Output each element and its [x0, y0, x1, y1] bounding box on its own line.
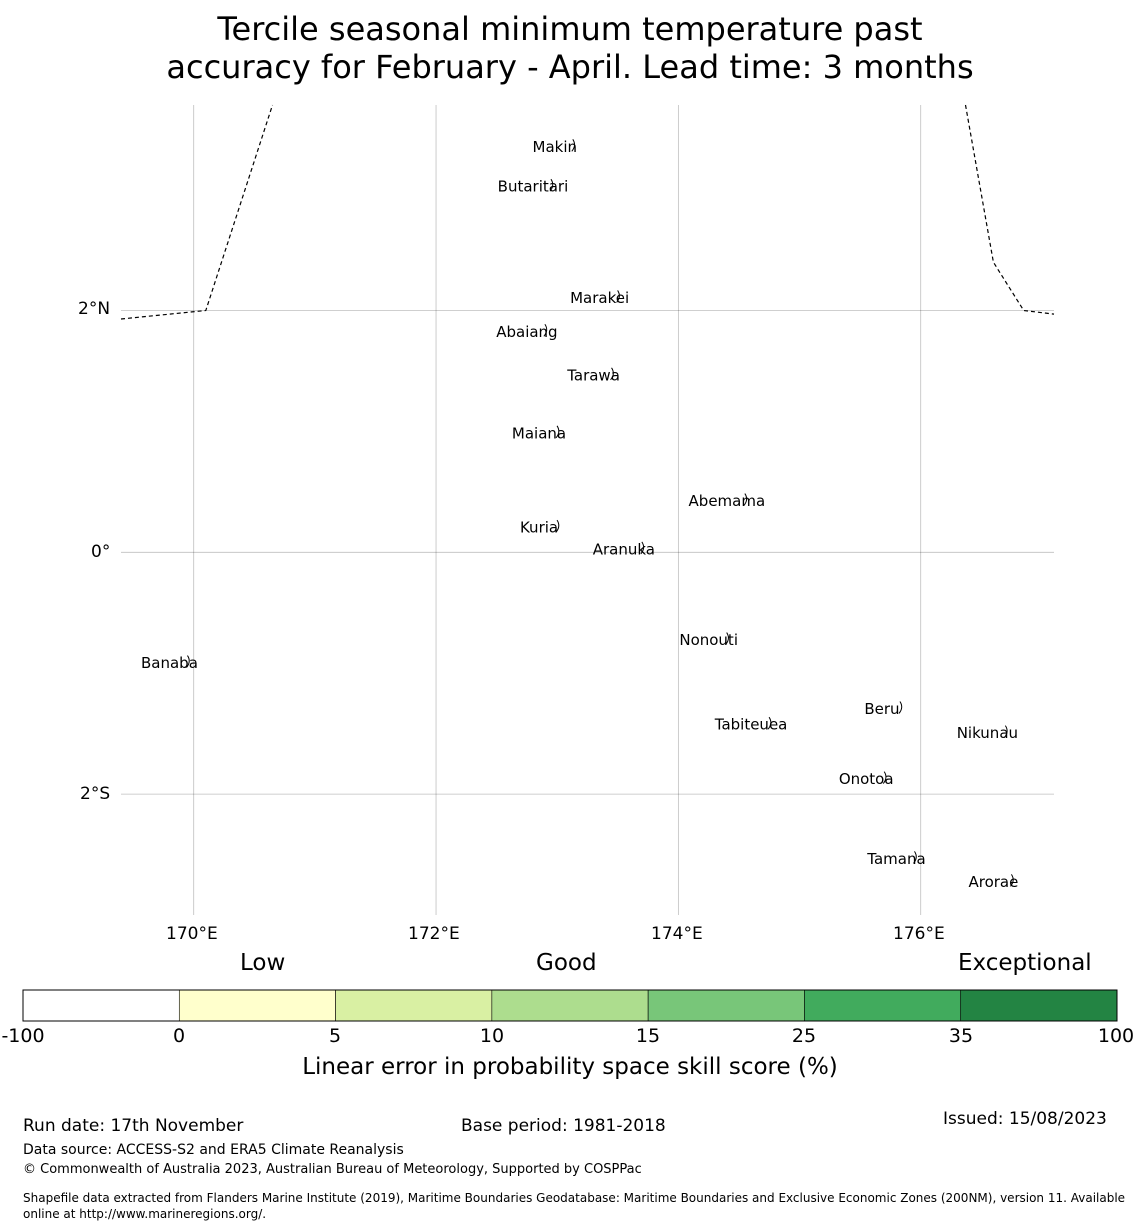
island-outline — [543, 324, 548, 337]
colorbar-segment — [647, 989, 805, 1022]
colorbar-segment — [335, 989, 493, 1022]
lon-label-172e: 172°E — [408, 924, 460, 944]
island-marakei: Marakei — [570, 289, 629, 307]
island-label: Maiana — [512, 424, 566, 442]
island-maiana: Maiana — [512, 424, 566, 442]
colorbar-segment — [22, 989, 180, 1022]
colorbar-word-exceptional: Exceptional — [958, 950, 1092, 976]
island-tarawa: Tarawa — [566, 366, 620, 384]
island-outline — [725, 632, 729, 645]
island-nikunau: Nikunau — [957, 724, 1018, 742]
eez-boundary-line — [964, 104, 1055, 315]
island-butaritari: Butaritari — [498, 178, 569, 196]
island-label: Tamana — [866, 850, 925, 868]
graticule — [121, 105, 1054, 915]
island-label: Banaba — [141, 654, 198, 672]
island-label: Nonouti — [679, 631, 738, 649]
island-kuria: Kuria — [520, 519, 560, 537]
island-outline — [1003, 725, 1008, 738]
base-period: Base period: 1981-2018 — [461, 1116, 666, 1136]
colorbar-tick: 5 — [328, 1025, 342, 1047]
island-outline — [913, 851, 917, 864]
colorbar-tick: 35 — [948, 1025, 974, 1047]
colorbar-tick: 0 — [172, 1025, 186, 1047]
colorbar — [22, 989, 1118, 1022]
islands: Makin Butaritari Marakei Abaiang Tarawa Maian… — [141, 138, 1018, 891]
island-label: Tarawa — [566, 366, 620, 384]
island-label: Butaritari — [498, 178, 569, 196]
data-source: Data source: ACCESS-S2 and ERA5 Climate … — [23, 1142, 404, 1158]
colorbar-segment — [491, 989, 649, 1022]
island-outline — [640, 541, 645, 555]
issued-date: Issued: 15/08/2023 — [943, 1109, 1107, 1129]
island-outline — [882, 771, 887, 784]
colorbar-tick: -100 — [1, 1025, 45, 1047]
island-beru: Beru — [864, 700, 903, 718]
island-outline — [555, 425, 560, 439]
lon-label-170e: 170°E — [166, 924, 218, 944]
colorbar-outline — [22, 989, 1118, 1022]
title-line-2: accuracy for February - April. Lead time… — [166, 48, 974, 86]
island-tamana: Tamana — [866, 850, 925, 868]
island-nonouti: Nonouti — [679, 631, 738, 649]
colorbar-label: Linear error in probability space skill … — [302, 1054, 838, 1080]
colorbar-tick: 15 — [635, 1025, 661, 1047]
island-tabiteuea: Tabiteuea — [714, 716, 788, 734]
colorbar-segment — [804, 989, 962, 1022]
island-label: Makin — [533, 138, 578, 156]
colorbar-segment — [178, 989, 336, 1022]
map-title: Tercile seasonal minimum temperature pas… — [0, 10, 1140, 86]
island-arorae: Arorae — [968, 873, 1018, 891]
island-outline — [186, 655, 190, 668]
colorbar-word-low: Low — [240, 950, 286, 976]
copyright-notice: © Commonwealth of Australia 2023, Austra… — [23, 1162, 642, 1177]
shapefile-credit-line-1: Shapefile data extracted from Flanders M… — [23, 1191, 1126, 1205]
eez-boundary-line — [120, 104, 274, 320]
island-label: Marakei — [570, 289, 629, 307]
colorbar-tick: 100 — [1097, 1025, 1135, 1047]
island-label: Abaiang — [496, 323, 557, 341]
island-aranuka: Aranuka — [593, 540, 655, 558]
island-abemama: Abemama — [689, 492, 766, 510]
island-outline — [1010, 874, 1014, 887]
island-label: Onotoa — [839, 770, 894, 788]
island-outline — [743, 493, 748, 506]
lon-label-174e: 174°E — [651, 924, 703, 944]
island-outline — [767, 716, 772, 730]
island-label: Kuria — [520, 519, 558, 537]
shapefile-credit-line-2: online at http://www.marineregions.org/. — [23, 1207, 267, 1221]
island-banaba: Banaba — [141, 654, 198, 672]
island-onotoa: Onotoa — [839, 770, 894, 788]
lat-label-2n: 2°N — [78, 299, 111, 319]
skill-map: Makin Butaritari Marakei Abaiang Tarawa Maian… — [120, 104, 1055, 915]
island-label: Abemama — [689, 492, 766, 510]
lat-label-2s: 2°S — [80, 784, 111, 804]
eez-boundaries — [120, 104, 1055, 320]
run-date: Run date: 17th November — [23, 1116, 244, 1136]
island-outline — [555, 519, 560, 533]
lat-label-0: 0° — [91, 542, 111, 562]
colorbar-tick: 25 — [791, 1025, 817, 1047]
colorbar-word-good: Good — [536, 950, 597, 976]
island-outline — [610, 367, 614, 381]
island-outline — [898, 701, 903, 714]
island-outline — [616, 290, 620, 303]
colorbar-tick: 10 — [479, 1025, 505, 1047]
island-abaiang: Abaiang — [496, 323, 557, 341]
island-outline — [549, 178, 554, 192]
island-makin: Makin — [533, 138, 578, 156]
island-label: Nikunau — [957, 724, 1018, 742]
island-outline — [571, 139, 576, 152]
island-label: Arorae — [968, 873, 1018, 891]
island-label: Tabiteuea — [714, 716, 788, 734]
title-line-1: Tercile seasonal minimum temperature pas… — [217, 10, 923, 48]
colorbar-segment — [960, 989, 1118, 1022]
island-label: Beru — [864, 700, 899, 718]
lon-label-176e: 176°E — [893, 924, 945, 944]
island-label: Aranuka — [593, 540, 655, 558]
